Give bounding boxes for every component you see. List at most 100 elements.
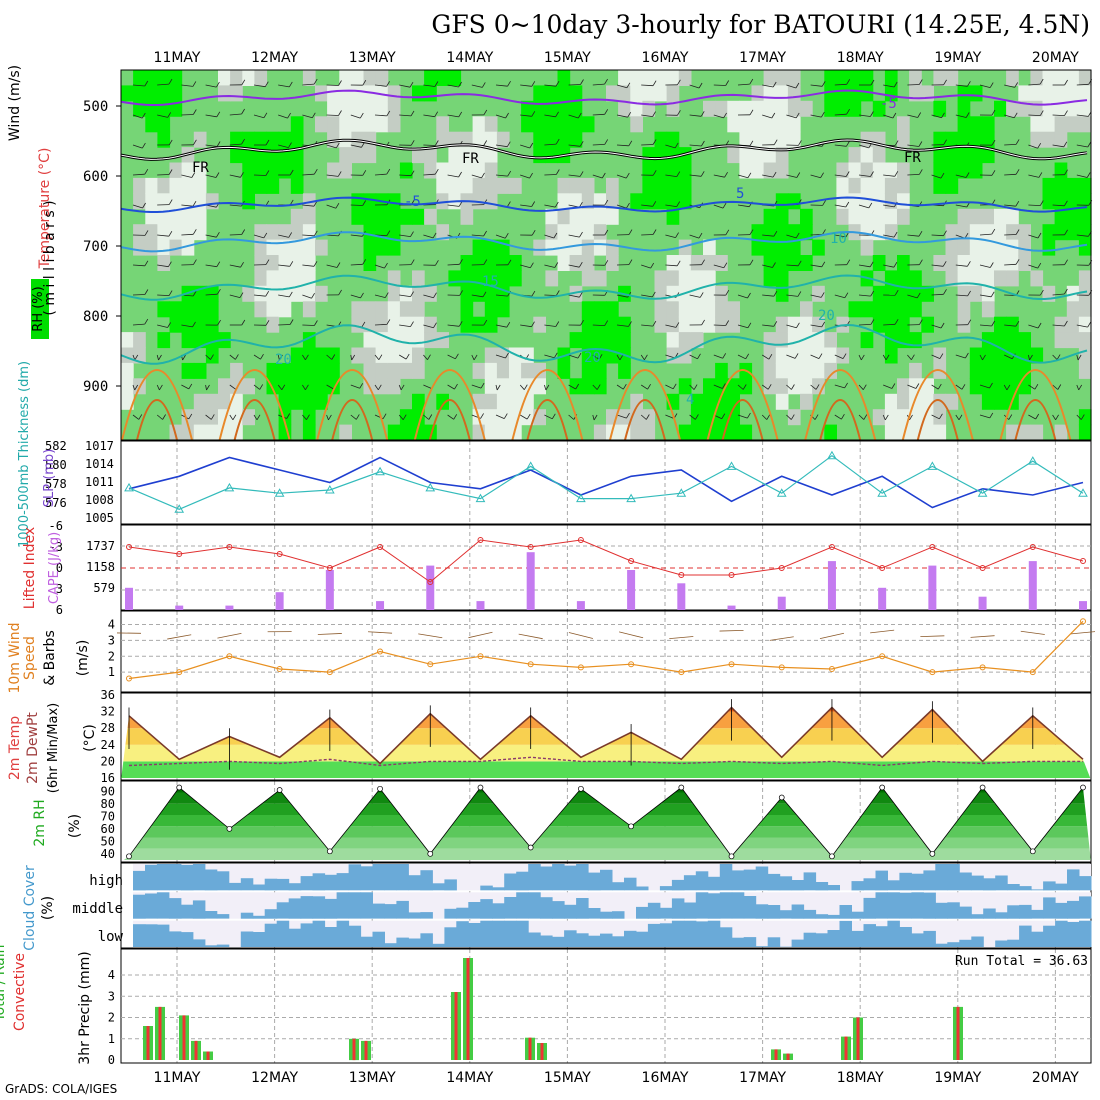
- lifted-index-marker: [326, 565, 333, 571]
- rh-fill-cell: [981, 393, 995, 410]
- top-date-label: 20MAY: [1032, 50, 1079, 66]
- wind-barb: [229, 354, 236, 360]
- cloud-cover-bar: [204, 945, 218, 947]
- wind-barb-flag: [1064, 200, 1068, 207]
- rh-fill-cell: [181, 362, 195, 379]
- rh-fill-cell: [133, 85, 146, 102]
- rh-fill-cell: [545, 131, 559, 148]
- rh-fill-cell: [242, 177, 255, 194]
- wind-barb-flag: [628, 140, 633, 147]
- rh-fill-cell: [315, 378, 328, 395]
- rh-fill-cell: [363, 131, 377, 148]
- rh-fill-cell: [387, 378, 401, 395]
- wind-barb: [762, 264, 773, 268]
- contour-warm-arch-inner: [916, 399, 959, 441]
- slp-line: [128, 456, 1084, 509]
- wind-barb-flag: [795, 82, 800, 89]
- wind-barb-flag: [911, 354, 915, 360]
- rh-fill-cell: [1054, 131, 1068, 148]
- slp-panel-frame: [120, 440, 1092, 525]
- rh-fill-cell: [181, 239, 195, 256]
- rh-marker: [427, 850, 434, 857]
- cloud-cover-bar: [384, 943, 397, 947]
- temp-tick-label: 24: [101, 738, 115, 752]
- wind-barb-flag: [991, 109, 996, 116]
- rh-fill-cell: [460, 301, 474, 318]
- cloud-cover-bar: [168, 898, 182, 919]
- rh-fill-cell: [436, 393, 449, 410]
- rh-fill-cell: [957, 147, 971, 164]
- contour-label: 15: [482, 274, 499, 290]
- wind-barb-flag: [555, 111, 559, 118]
- rh-fill-cell: [1066, 316, 1080, 333]
- wind-barb: [641, 114, 653, 117]
- wind-barb-flag: [210, 414, 215, 420]
- wind-barb: [1004, 324, 1016, 327]
- wind-barb-flag: [918, 79, 923, 85]
- wind-barb-flag: [409, 81, 414, 88]
- rh-fill-cell: [133, 347, 146, 364]
- wind-barb-flag: [434, 81, 439, 87]
- wind-barb: [1004, 263, 1017, 266]
- wind-barb: [1076, 384, 1080, 391]
- rh-fill-cell: [981, 255, 995, 271]
- wind-barb: [1076, 354, 1079, 361]
- wind-barb-flag: [772, 171, 777, 178]
- rh-fill-cell: [666, 177, 680, 194]
- wind-barb: [858, 264, 871, 268]
- rh-fill-cell: [618, 100, 631, 117]
- rh-fill-cell: [666, 85, 680, 102]
- wind-barb-flag: [554, 201, 559, 208]
- cloud-cover-bar: [420, 870, 433, 891]
- wind-barb-flag: [1064, 169, 1068, 175]
- wind-barb: [979, 264, 991, 268]
- cloud-cover-bar: [935, 864, 948, 891]
- temp-tick-label: 16: [101, 771, 115, 785]
- wind-barb: [374, 354, 380, 360]
- rh-fill-cell: [569, 208, 583, 225]
- rh-fill-cell: [290, 270, 304, 287]
- rh-fill-cell: [557, 85, 571, 102]
- wind-barb-flag: [405, 353, 410, 360]
- wind-barb: [907, 84, 920, 86]
- wind-barb: [157, 174, 170, 176]
- rh-fill-cell: [1054, 224, 1068, 241]
- rh-fill-cell: [399, 301, 413, 318]
- rh-fill-cell: [412, 85, 425, 102]
- rh-fill-cell: [484, 285, 498, 302]
- wind-barb-flag: [458, 321, 463, 327]
- cloud-cover-bar: [360, 936, 373, 947]
- wind-barb-flag: [526, 413, 531, 420]
- wind-barb: [931, 293, 944, 296]
- cloud-cover-bar: [432, 883, 445, 891]
- wind-barb-flag: [313, 78, 318, 85]
- wind-barb-flag: [481, 172, 485, 179]
- wind-speed-marker: [979, 664, 986, 671]
- wind-barb-flag: [458, 111, 463, 118]
- wind-barb-flag: [651, 291, 656, 298]
- wind-barb-flag: [1038, 172, 1043, 178]
- wind-barb-flag: [458, 171, 462, 178]
- rh-fill-cell: [1006, 224, 1019, 241]
- rh-fill-cell: [436, 177, 449, 194]
- wind-barb: [786, 264, 799, 267]
- wind-barb: [423, 354, 428, 360]
- wind-barb: [616, 84, 628, 89]
- wind-barb-flag: [483, 230, 487, 237]
- cloud-cover-bar: [839, 905, 852, 919]
- precip-tick-label: 3: [108, 989, 115, 1003]
- cloud-level-label: low: [98, 929, 124, 945]
- rh-tick-label: 60: [101, 822, 115, 836]
- wind-barb-flag: [1015, 320, 1020, 327]
- wind-barb: [713, 84, 726, 86]
- rh-fill-cell: [703, 378, 716, 395]
- wind-barb-flag: [791, 384, 795, 390]
- rh-fill-cell: [375, 347, 389, 364]
- rh-fill-cell: [424, 147, 437, 164]
- rh-fill-cell: [969, 224, 983, 241]
- wind-barb-flag: [529, 142, 534, 149]
- wind-barb: [955, 294, 968, 297]
- rh-fill-cell: [557, 100, 571, 117]
- rh-fill-cell: [969, 116, 983, 133]
- rh-fill-cell: [933, 100, 947, 117]
